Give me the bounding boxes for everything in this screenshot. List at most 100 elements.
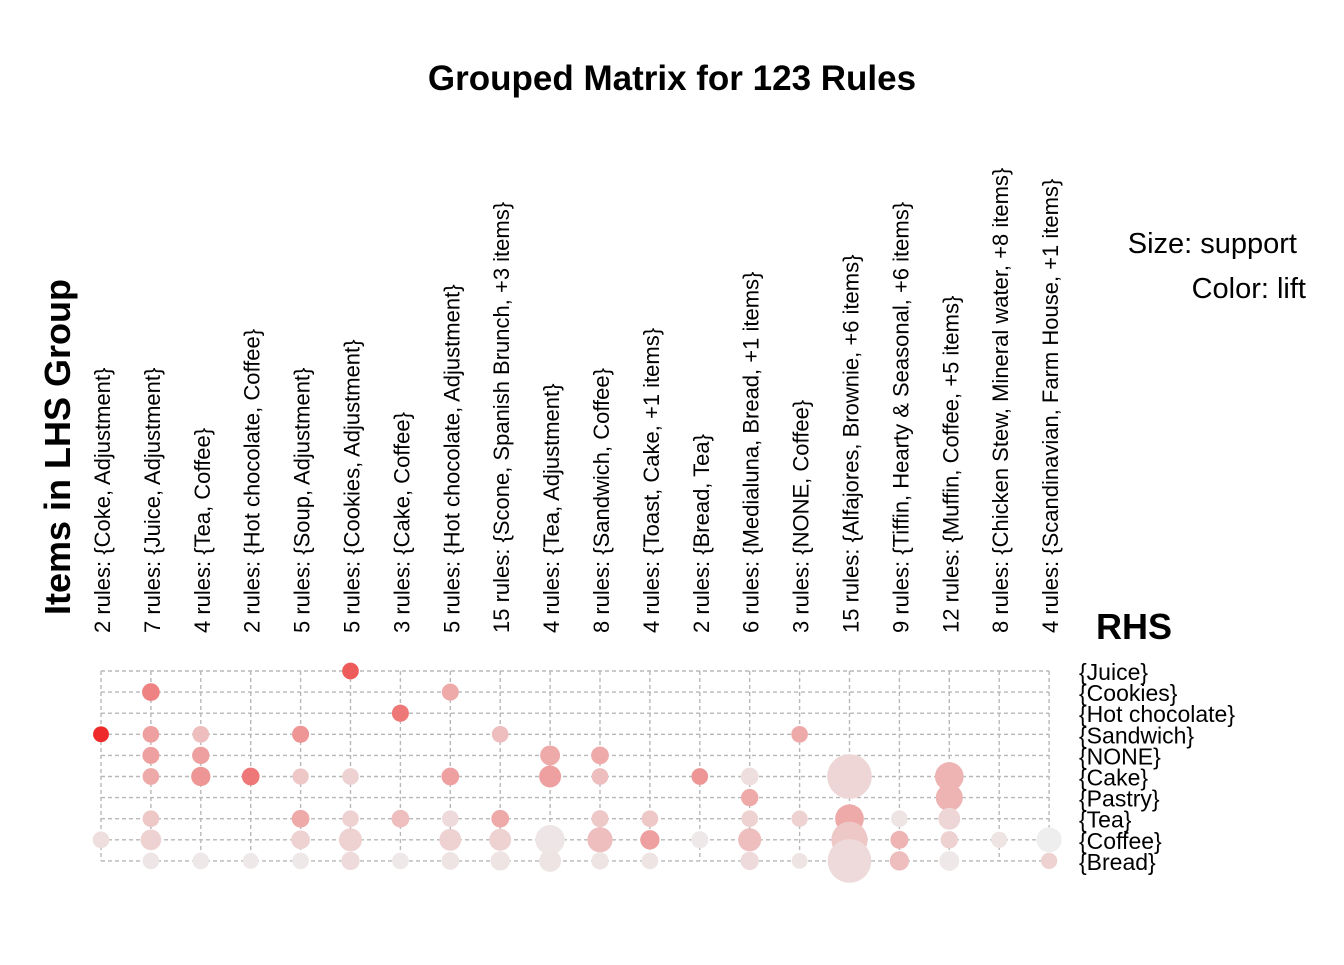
rule-point bbox=[1040, 852, 1058, 870]
rule-point bbox=[291, 809, 310, 828]
rule-point bbox=[740, 851, 759, 871]
chart-title: Grouped Matrix for 123 Rules bbox=[428, 59, 916, 98]
rule-point bbox=[934, 762, 964, 791]
rule-point bbox=[441, 852, 460, 870]
legend-color: Color: lift bbox=[1192, 273, 1306, 305]
rule-point bbox=[539, 849, 562, 872]
rule-point bbox=[935, 784, 963, 812]
rule-point bbox=[342, 662, 359, 680]
rule-point bbox=[191, 766, 211, 787]
rule-point bbox=[489, 828, 512, 851]
rhs-item-label: {NONE} bbox=[1079, 743, 1161, 769]
rule-point bbox=[890, 830, 909, 849]
rule-point bbox=[142, 746, 160, 764]
rule-point bbox=[192, 746, 210, 765]
lhs-group-label: 4 rules: {Tea, Adjustment} bbox=[539, 384, 564, 634]
rule-point bbox=[441, 683, 459, 701]
rule-point bbox=[140, 829, 162, 851]
rule-point bbox=[939, 850, 960, 871]
rule-point bbox=[738, 828, 762, 852]
lhs-group-label: 5 rules: {Cookies, Adjustment} bbox=[340, 340, 365, 634]
rhs-item-label: {Sandwich} bbox=[1079, 722, 1194, 748]
rhs-item-label: {Tea} bbox=[1079, 807, 1132, 833]
rule-point bbox=[591, 746, 609, 765]
rule-point bbox=[891, 810, 908, 828]
rule-point bbox=[142, 810, 160, 828]
lhs-group-label: 12 rules: {Muffin, Coffee, +5 items} bbox=[938, 296, 963, 633]
lhs-group-label: 3 rules: {Cake, Coffee} bbox=[389, 412, 414, 633]
rhs-title: RHS bbox=[1096, 606, 1172, 647]
legend-size: Size: support bbox=[1128, 228, 1297, 260]
rule-point bbox=[641, 852, 659, 870]
rule-point bbox=[342, 810, 359, 828]
lhs-group-label: 4 rules: {Toast, Cake, +1 items} bbox=[639, 328, 664, 633]
lhs-group-label: 8 rules: {Sandwich, Coffee} bbox=[589, 368, 614, 633]
rule-point bbox=[640, 830, 660, 850]
rule-point bbox=[142, 852, 160, 870]
rule-point bbox=[938, 807, 961, 830]
lhs-group-label: 8 rules: {Chicken Stew, Mineral water, +… bbox=[988, 168, 1013, 633]
lhs-group-label: 7 rules: {Juice, Adjustment} bbox=[140, 368, 165, 633]
rule-point bbox=[490, 851, 510, 871]
rule-point bbox=[142, 725, 160, 743]
rule-point bbox=[242, 852, 259, 869]
rule-point bbox=[241, 767, 260, 786]
rule-point bbox=[1036, 827, 1062, 853]
rule-point bbox=[292, 768, 309, 785]
lhs-group-label: 2 rules: {Bread, Tea} bbox=[689, 434, 714, 633]
rhs-item-label: {Cake} bbox=[1079, 765, 1148, 791]
rule-point bbox=[142, 683, 160, 701]
lhs-group-label: 5 rules: {Soup, Adjustment} bbox=[290, 368, 315, 633]
rule-point bbox=[142, 768, 160, 785]
lhs-group-label: 4 rules: {Tea, Coffee} bbox=[190, 428, 215, 633]
rule-point bbox=[192, 725, 210, 743]
rule-point bbox=[540, 745, 561, 766]
rule-point bbox=[741, 788, 759, 807]
rule-point bbox=[741, 810, 759, 828]
rule-point bbox=[291, 830, 310, 850]
lhs-group-label: 9 rules: {Tiffin, Hearty & Seasonal, +6 … bbox=[888, 202, 913, 633]
rule-points bbox=[92, 662, 1062, 883]
rule-point bbox=[292, 725, 310, 743]
grid-lines bbox=[100, 670, 1050, 862]
rule-point bbox=[740, 767, 759, 786]
rule-point bbox=[491, 725, 509, 743]
rule-point bbox=[441, 767, 460, 786]
rhs-item-labels: {Juice}{Cookies}{Hot chocolate}{Sandwich… bbox=[1079, 659, 1235, 875]
lhs-group-label: 4 rules: {Scandinavian, Farm House, +1 i… bbox=[1038, 179, 1063, 633]
rule-point bbox=[292, 852, 309, 870]
rule-point bbox=[641, 810, 659, 828]
rule-point bbox=[92, 831, 110, 849]
lhs-group-label: 2 rules: {Coke, Adjustment} bbox=[90, 368, 115, 633]
lhs-group-label: 6 rules: {Medialuna, Bread, +1 items} bbox=[739, 272, 764, 633]
rule-point bbox=[591, 852, 609, 870]
rhs-item-label: {Juice} bbox=[1079, 659, 1148, 685]
rule-point bbox=[341, 851, 360, 871]
rhs-item-label: {Cookies} bbox=[1079, 680, 1178, 706]
rule-point bbox=[439, 828, 462, 851]
rule-point bbox=[791, 725, 808, 743]
rule-point bbox=[587, 827, 613, 853]
rule-point bbox=[827, 839, 872, 883]
rhs-item-label: {Hot chocolate} bbox=[1079, 701, 1235, 727]
rule-point bbox=[827, 754, 872, 799]
rule-point bbox=[691, 831, 709, 849]
rhs-item-label: {Pastry} bbox=[1079, 786, 1160, 812]
rule-point bbox=[338, 828, 363, 852]
rule-point bbox=[93, 726, 109, 743]
rhs-item-label: {Coffee} bbox=[1079, 828, 1162, 854]
lhs-group-labels: 2 rules: {Coke, Adjustment} 7 rules: {Jui… bbox=[90, 168, 1063, 633]
rule-point bbox=[691, 768, 709, 785]
rule-point bbox=[791, 810, 808, 827]
rule-point bbox=[441, 810, 459, 828]
rhs-item-label: {Bread} bbox=[1079, 849, 1156, 875]
rule-point bbox=[391, 809, 410, 828]
rule-point bbox=[342, 768, 359, 785]
rule-point bbox=[391, 704, 409, 722]
rule-point bbox=[991, 831, 1008, 848]
lhs-group-label: 15 rules: {Scone, Spanish Brunch, +3 ite… bbox=[489, 202, 514, 633]
rule-point bbox=[539, 765, 562, 788]
lhs-group-label: 5 rules: {Hot chocolate, Adjustment} bbox=[439, 284, 464, 633]
